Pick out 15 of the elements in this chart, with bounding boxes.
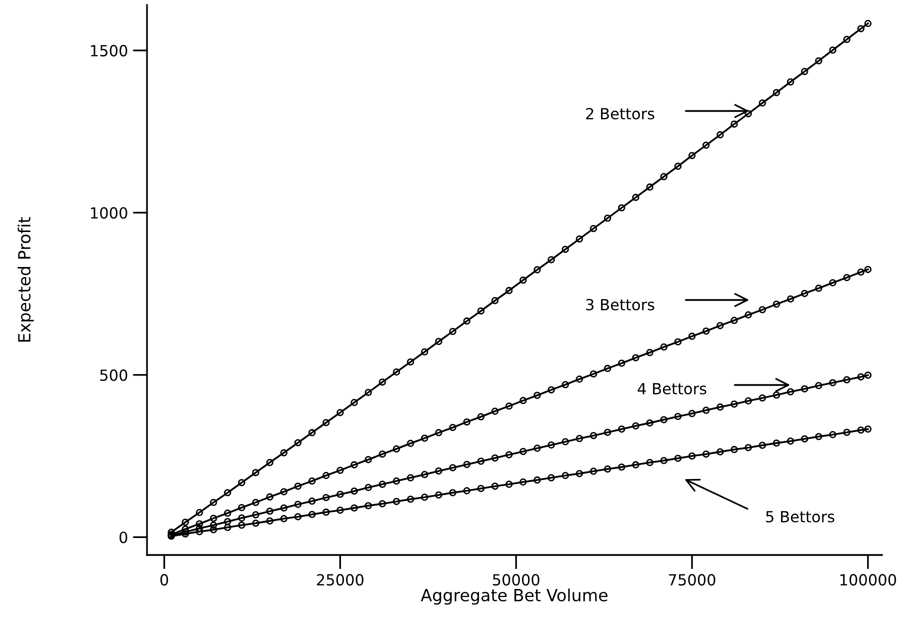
x-tick-label: 25000 bbox=[316, 574, 364, 586]
x-axis-title: Aggregate Bet Volume bbox=[420, 588, 608, 605]
y-tick-label: 500 bbox=[100, 369, 128, 381]
annotation: 2 Bettors bbox=[586, 108, 654, 120]
x-tick-label: 50000 bbox=[492, 574, 540, 586]
annotation: 3 Bettors bbox=[586, 298, 654, 310]
y-tick-label: 1500 bbox=[91, 44, 128, 56]
y-tick-label: 1000 bbox=[91, 207, 128, 219]
x-tick-label: 0 bbox=[160, 574, 168, 586]
x-tick-label: 75000 bbox=[668, 574, 716, 586]
y-tick-label: 0 bbox=[120, 532, 128, 544]
annotation: 4 Bettors bbox=[638, 383, 706, 394]
x-tick-label: 100000 bbox=[840, 574, 896, 586]
annotation: 5 Bettors bbox=[766, 511, 834, 522]
y-axis-title: Expected Profit bbox=[18, 217, 34, 342]
